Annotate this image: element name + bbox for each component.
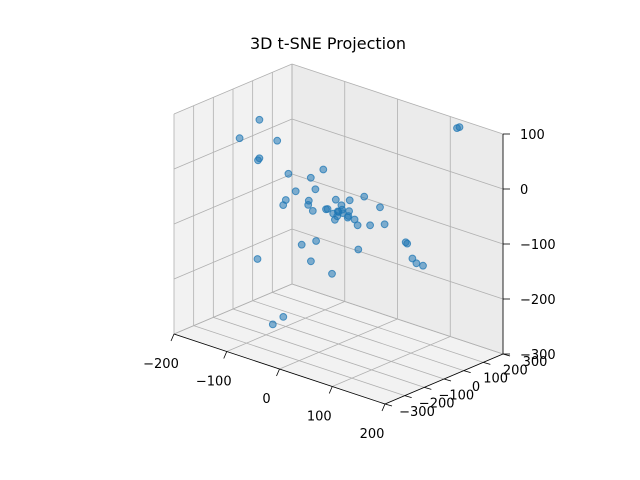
y-tick-label: −300 [399,405,435,420]
scatter-point [354,245,363,254]
scatter-point [235,134,244,143]
y-tick-label: 200 [503,363,528,378]
y-tick-label: 0 [472,380,480,395]
scatter-point [268,320,277,329]
scatter-point [323,205,332,213]
scatter-point [255,154,264,163]
scatter-point [284,169,293,178]
x-tick-mark [381,403,386,412]
grid-line-y [232,308,445,380]
scatter-point [403,239,412,248]
scatter-point [376,203,384,212]
scatter-points [235,115,464,329]
y-tick-mark [424,386,432,390]
scatter-point [297,240,306,249]
z-tick-label: −300 [520,348,556,363]
grid-line-y [252,300,464,372]
grid-line-z [173,173,293,225]
axis-panes [173,63,504,405]
scatter-point [281,196,290,204]
z-tick-label: 0 [520,183,528,198]
tick-labels: −200−1000100200−300−200−1000100200300−30… [143,128,556,442]
grid-line-z [173,118,293,170]
y-tick-mark [483,361,491,365]
grid-line-z [291,118,504,190]
scatter-point [308,207,317,215]
scatter-point [255,115,264,124]
scatter-point [343,213,352,222]
scatter-point [366,221,375,230]
z-tick-label: −100 [520,238,556,253]
x-tick-mark [328,386,333,394]
scatter-point [333,212,342,221]
scatter-point [307,257,315,266]
grid-line-y [193,325,405,397]
z-tick-label: −200 [520,293,556,308]
scatter-point [337,201,346,210]
scatter-point [319,165,328,174]
x-tick-label: −200 [143,357,179,372]
scatter-point [273,136,282,145]
chart-title: 3D t-SNE Projection [250,34,406,53]
y-tick-mark [443,378,452,382]
scatter-point [419,261,427,270]
scatter-point [345,207,354,216]
x-tick-label: 0 [262,392,270,407]
grid-line-z [173,283,293,335]
y-tick-mark [384,403,393,407]
scatter-point [304,196,313,205]
y-tick-mark [404,395,412,399]
y-tick-label: 300 [523,355,548,370]
scatter-point [306,173,315,182]
scatter-point [311,185,320,194]
y-tick-label: −100 [438,388,474,403]
grid-line-z [291,228,504,300]
scatter-point [455,123,464,131]
scatter-point [291,187,300,196]
x-tick-label: 100 [307,410,332,425]
grid-line-z [173,228,293,280]
scatter-point [360,192,369,201]
x-tick-mark [223,351,228,359]
grid-line-y [213,316,425,388]
x-tick-label: 200 [360,427,385,442]
scatter-point [331,195,340,204]
scatter-point [279,313,288,321]
grid-line-z [173,63,293,115]
x-tick-mark [170,333,175,342]
scatter-point [380,220,389,229]
scatter-point [328,269,336,278]
grid-line-z [291,283,504,355]
z-tick-label: 100 [520,128,545,143]
scatter-point [412,259,421,268]
axis-lines [170,133,511,412]
scatter-point [353,221,362,230]
grid-line-y [272,291,484,363]
grid-line-z [291,173,504,245]
y-tick-label: 100 [483,372,508,387]
scatter-point [253,255,262,263]
x-tick-label: −100 [196,375,232,390]
x-tick-mark [276,368,280,377]
grid-line-z [291,63,504,135]
y-tick-label: −200 [419,397,455,412]
y-tick-mark [463,370,471,374]
scatter-point [345,196,354,205]
scatter-point [312,237,321,245]
